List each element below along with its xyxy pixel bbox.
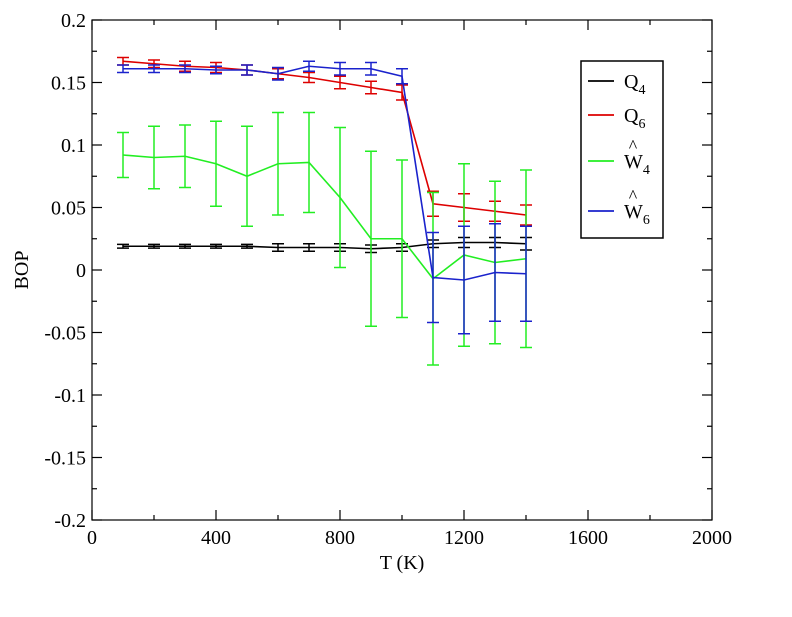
y-tick-label: -0.2: [54, 510, 86, 532]
series-line-w4: [122, 154, 527, 280]
legend-label: Q4: [624, 71, 645, 98]
series-q6: [117, 56, 532, 226]
y-tick-label: -0.1: [54, 385, 86, 407]
x-tick-label: 2000: [692, 527, 732, 549]
legend-item-q6: Q6: [588, 105, 645, 132]
legend-item-w6: W6^: [588, 186, 650, 228]
x-axis-label: T (K): [380, 552, 425, 574]
y-tick-label: 0.2: [61, 10, 86, 32]
series-line-w6: [123, 65, 527, 281]
y-tick-label: -0.05: [44, 323, 86, 345]
legend-label-main: W: [624, 201, 643, 223]
legend-hat-accent: ^: [629, 136, 638, 156]
x-tick-label: 400: [201, 527, 231, 549]
y-tick-label: 0.15: [51, 73, 86, 95]
legend-label-sub: 6: [638, 117, 645, 132]
x-tick-label: 800: [325, 527, 355, 549]
y-axis-label: BOP: [11, 251, 33, 290]
legend-label: Q6: [624, 105, 645, 132]
legend-item-q4: Q4: [588, 71, 645, 98]
y-tick-label: -0.15: [44, 448, 86, 470]
axes-layer: 0 400 800 1200 1600 2000 -0.2 -0.15 -0.1 -0.05 0 0.…: [44, 10, 732, 549]
series-line-q6: [122, 60, 527, 216]
legend-item-w4: W4^: [588, 136, 650, 178]
y-tick-label: 0.1: [61, 135, 86, 157]
y-tick-label: 0: [76, 260, 86, 282]
legend-label-main: Q: [624, 105, 639, 127]
series-w4: [117, 111, 532, 366]
x-tick-label: 1200: [444, 527, 484, 549]
x-tick-label: 1600: [568, 527, 608, 549]
legend-label-main: W: [624, 151, 643, 173]
y-tick-label: 0.05: [51, 198, 86, 220]
x-tick-label: 0: [87, 527, 97, 549]
legend-label-sub: 4: [638, 83, 645, 98]
series-line-q4: [123, 241, 527, 250]
legend-box: [580, 60, 664, 239]
series-layer: [117, 56, 532, 366]
legend-label: W4: [624, 151, 650, 178]
series-q4: [117, 236, 532, 254]
plot-frame: [91, 19, 713, 521]
legend-label-sub: 4: [643, 163, 650, 178]
legend-label: W6: [624, 201, 650, 228]
legend-label-main: Q: [624, 71, 639, 93]
legend-label-sub: 6: [643, 213, 650, 228]
series-w6: [117, 60, 532, 335]
legend-hat-accent: ^: [629, 186, 638, 206]
